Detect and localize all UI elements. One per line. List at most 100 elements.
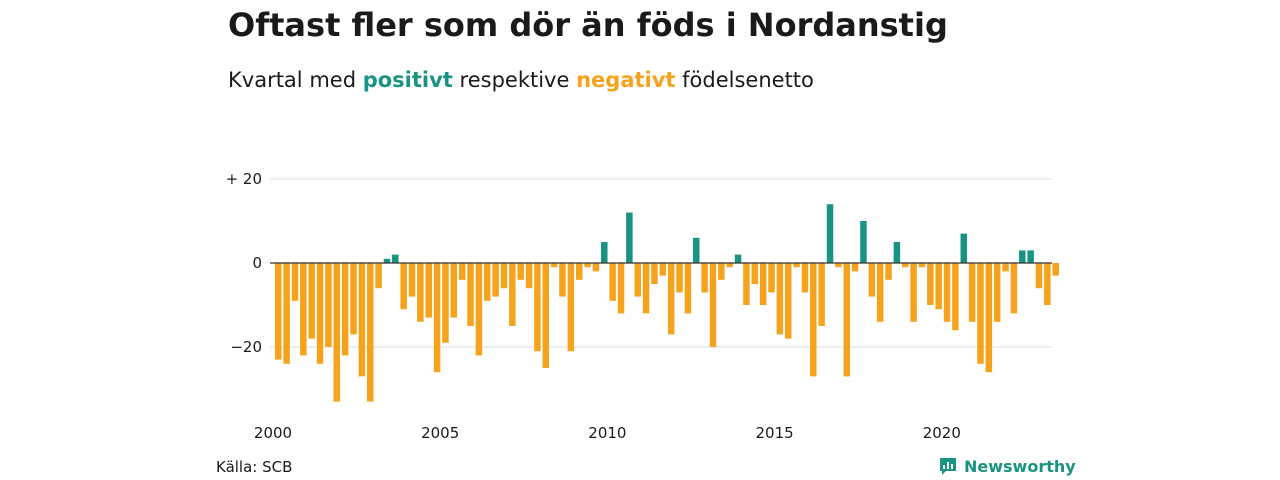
bar bbox=[701, 263, 708, 293]
y-tick-label: −20 bbox=[230, 338, 262, 356]
bar bbox=[952, 263, 959, 331]
bar bbox=[575, 263, 583, 280]
bar bbox=[333, 263, 341, 402]
bar bbox=[676, 263, 683, 293]
bar bbox=[592, 263, 600, 272]
subtitle-suffix: födelsenetto bbox=[682, 68, 814, 92]
bar bbox=[718, 263, 725, 280]
bar bbox=[793, 263, 800, 268]
chart-subtitle: Kvartal med positivt respektive negativt… bbox=[228, 68, 814, 92]
bar bbox=[726, 263, 733, 268]
bar bbox=[860, 221, 867, 263]
bar bbox=[316, 263, 324, 364]
x-tick-label: 2015 bbox=[756, 424, 794, 442]
bar bbox=[659, 263, 667, 276]
bar bbox=[567, 263, 575, 352]
bar bbox=[751, 263, 759, 284]
bar bbox=[417, 263, 424, 322]
bar bbox=[977, 263, 984, 364]
bar bbox=[283, 263, 290, 364]
subtitle-prefix: Kvartal med bbox=[228, 68, 357, 92]
bar bbox=[500, 263, 508, 289]
bar bbox=[943, 263, 951, 322]
bar bbox=[893, 242, 901, 263]
subtitle-positive: positivt bbox=[362, 68, 453, 92]
bar bbox=[383, 258, 391, 263]
newsworthy-logo-icon bbox=[940, 458, 956, 475]
bar bbox=[709, 263, 717, 347]
subtitle-middle: respektive bbox=[459, 68, 570, 92]
bar bbox=[818, 263, 825, 326]
x-tick-label: 2000 bbox=[254, 424, 292, 442]
bar bbox=[358, 263, 366, 377]
bar bbox=[776, 263, 784, 335]
bar bbox=[1052, 263, 1059, 276]
bar bbox=[642, 263, 650, 314]
bar bbox=[1044, 263, 1051, 305]
bar bbox=[667, 263, 675, 335]
bar bbox=[559, 263, 566, 297]
bar bbox=[1002, 263, 1009, 272]
y-tick-label: + 20 bbox=[226, 170, 262, 188]
bar bbox=[851, 263, 859, 272]
bar bbox=[968, 263, 976, 322]
bar bbox=[743, 263, 750, 305]
bar bbox=[960, 233, 968, 263]
bar bbox=[810, 263, 817, 377]
bar bbox=[902, 263, 909, 268]
bar bbox=[693, 237, 700, 263]
bar bbox=[275, 263, 282, 360]
bar bbox=[542, 263, 550, 368]
bar bbox=[291, 263, 299, 301]
bar bbox=[985, 263, 993, 373]
x-tick-label: 2005 bbox=[421, 424, 459, 442]
bar bbox=[601, 242, 608, 263]
bar bbox=[392, 254, 399, 263]
bar bbox=[550, 263, 558, 268]
bar bbox=[425, 263, 432, 318]
bar bbox=[400, 263, 407, 310]
bar bbox=[442, 263, 449, 343]
chart-title: Oftast fler som dör än föds i Nordanstig bbox=[228, 6, 948, 44]
bar bbox=[1027, 250, 1034, 263]
x-tick-label: 2010 bbox=[588, 424, 626, 442]
bar bbox=[801, 263, 809, 293]
bar bbox=[927, 263, 934, 305]
bar bbox=[617, 263, 625, 314]
bar bbox=[609, 263, 616, 301]
brand-name: Newsworthy bbox=[964, 456, 1076, 476]
bar bbox=[918, 263, 926, 268]
bar bbox=[366, 263, 374, 402]
bar bbox=[993, 263, 1001, 322]
bar bbox=[935, 263, 942, 310]
bar bbox=[826, 204, 834, 263]
bar bbox=[784, 263, 792, 339]
bar bbox=[868, 263, 876, 297]
bar bbox=[517, 263, 524, 280]
bar bbox=[626, 212, 633, 263]
bar bbox=[341, 263, 349, 356]
bar bbox=[759, 263, 767, 305]
bar bbox=[885, 263, 892, 280]
bar bbox=[1019, 250, 1026, 263]
y-tick-label: 0 bbox=[252, 254, 262, 272]
bar bbox=[433, 263, 441, 373]
bar bbox=[734, 254, 742, 263]
bar bbox=[684, 263, 692, 314]
brand[interactable]: Newsworthy bbox=[938, 456, 1076, 476]
bar bbox=[1035, 263, 1043, 289]
bar bbox=[308, 263, 315, 339]
bar bbox=[375, 263, 382, 289]
bar bbox=[484, 263, 491, 301]
bar bbox=[584, 263, 591, 268]
bar bbox=[534, 263, 541, 352]
bar bbox=[876, 263, 884, 322]
bar bbox=[408, 263, 416, 297]
bar bbox=[492, 263, 499, 297]
bar bbox=[835, 263, 842, 268]
bar bbox=[475, 263, 483, 356]
bar bbox=[350, 263, 357, 335]
bar bbox=[450, 263, 458, 318]
bar bbox=[458, 263, 466, 280]
